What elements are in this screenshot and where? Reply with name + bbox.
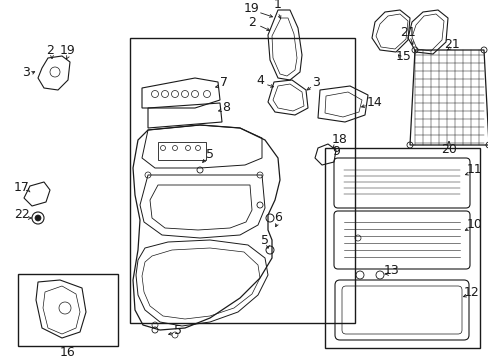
Text: 12: 12 (463, 285, 479, 298)
Text: 8: 8 (222, 102, 229, 114)
Text: 17: 17 (14, 181, 30, 194)
Bar (158, 142, 205, 160)
Text: 21: 21 (443, 37, 459, 50)
Text: 22: 22 (14, 208, 30, 221)
Bar (18, 274, 118, 346)
Text: 13: 13 (384, 264, 399, 276)
Text: 10: 10 (466, 219, 482, 231)
Text: 20: 20 (440, 144, 456, 157)
Text: 14: 14 (366, 95, 382, 108)
Text: 21: 21 (399, 26, 415, 39)
Bar (130, 38, 354, 323)
Text: 16: 16 (60, 346, 76, 360)
Text: 15: 15 (395, 49, 411, 63)
Text: 5: 5 (261, 234, 268, 247)
Text: 4: 4 (256, 73, 264, 86)
Circle shape (35, 215, 41, 221)
Text: 2: 2 (247, 15, 255, 28)
Text: 19: 19 (244, 1, 259, 14)
Bar (325, 148, 479, 348)
Text: 3: 3 (311, 76, 319, 89)
Text: 5: 5 (174, 324, 182, 337)
Text: 3: 3 (22, 66, 30, 78)
Text: 7: 7 (220, 76, 227, 89)
Text: 19: 19 (60, 44, 76, 57)
Text: 18: 18 (331, 134, 347, 147)
Text: 11: 11 (466, 163, 482, 176)
Text: 6: 6 (273, 211, 282, 225)
Text: 1: 1 (273, 0, 282, 12)
Text: 2: 2 (46, 44, 54, 57)
Text: 5: 5 (205, 148, 214, 162)
Text: 9: 9 (331, 145, 339, 158)
